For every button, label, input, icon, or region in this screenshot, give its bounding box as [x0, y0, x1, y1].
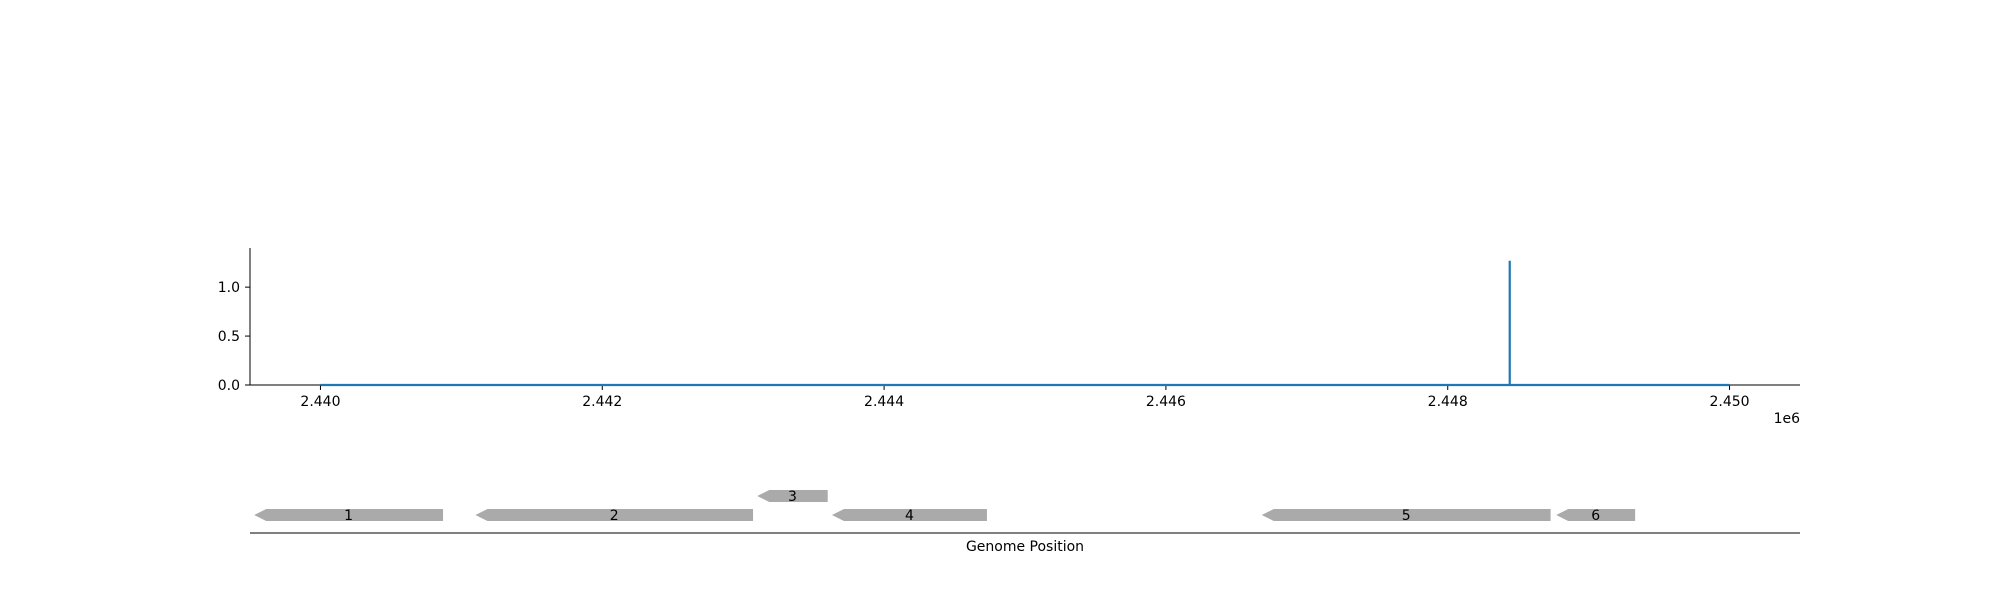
- track-xlabel: Genome Position: [966, 539, 1084, 555]
- x-tick-label: 2.440: [300, 394, 340, 410]
- coverage-plot: 0.0 0.5 1.0 2.440 2.442 2.444 2.446 2.448 2.450…: [218, 248, 1800, 427]
- x-tick-label: 2.450: [1709, 394, 1749, 410]
- gene-label: 1: [344, 508, 353, 524]
- gene-arrow: [1556, 509, 1636, 521]
- gene-label: 6: [1591, 508, 1600, 524]
- y-tick-label: 0.0: [218, 378, 240, 394]
- gene-arrow: [757, 490, 828, 502]
- coverage-line: [320, 260, 1730, 387]
- gene-label: 4: [905, 508, 914, 524]
- x-tick-label: 2.442: [582, 394, 622, 410]
- x-tick-label: 2.448: [1428, 394, 1468, 410]
- gene-label: 5: [1402, 508, 1411, 524]
- gene-label: 2: [610, 508, 619, 524]
- gene-arrow: [475, 509, 754, 521]
- y-tick-label: 1.0: [218, 280, 240, 296]
- gene-label: 3: [788, 489, 797, 505]
- gene-arrow: [1261, 509, 1551, 521]
- x-tick-label: 2.444: [864, 394, 904, 410]
- x-tick-label: 2.446: [1146, 394, 1186, 410]
- x-ticks: 2.440 2.442 2.444 2.446 2.448 2.450: [300, 385, 1750, 410]
- gene-arrow: [254, 509, 444, 521]
- x-offset-label: 1e6: [1774, 411, 1801, 427]
- gene-arrow: [831, 509, 987, 521]
- gene-track: 1 2 3 4 5 6 Genome Position: [250, 489, 1800, 555]
- y-tick-label: 0.5: [218, 329, 240, 345]
- genes: 1 2 3 4 5 6: [254, 489, 1636, 524]
- y-ticks: 0.0 0.5 1.0: [218, 280, 250, 394]
